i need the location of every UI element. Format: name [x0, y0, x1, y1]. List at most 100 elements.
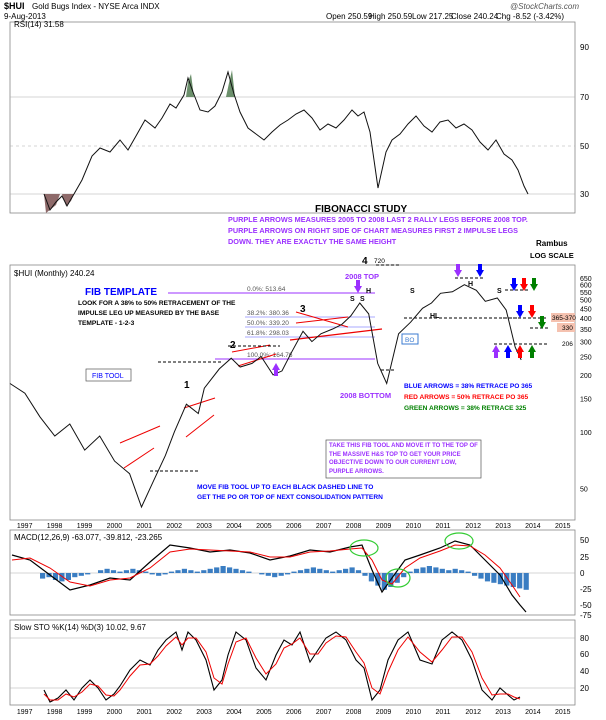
- price-tick-200: 200: [580, 373, 592, 380]
- rsi-oversold-fill-1: [44, 194, 60, 213]
- macd-hist-bar: [110, 570, 117, 573]
- arrow-green-top: [530, 278, 538, 291]
- year-label-2008: 2008: [346, 709, 362, 716]
- price-tick-550: 550: [580, 290, 592, 297]
- macd-hist-bar: [484, 573, 491, 582]
- macd-hist-bar: [343, 568, 349, 573]
- year-label-2004: 2004: [226, 523, 242, 530]
- header-high: High 250.59: [369, 12, 413, 21]
- level-720: 720: [374, 258, 385, 265]
- shoulder-s4: S: [497, 288, 502, 295]
- log-scale-label: LOG SCALE: [530, 251, 574, 260]
- fib-tool-box: [85, 368, 132, 382]
- year-label-2002: 2002: [166, 523, 182, 530]
- header-stockcharts: @StockCharts.com: [510, 2, 580, 11]
- sto-k-line: [43, 630, 521, 703]
- arrow-purple-2005: [272, 363, 280, 376]
- year-label-2015: 2015: [555, 523, 571, 530]
- macd-hist-bar: [52, 573, 59, 580]
- macd-hist-bar: [297, 570, 304, 573]
- year-label-1998: 1998: [47, 523, 63, 530]
- macd-hist-bar: [336, 570, 342, 573]
- rambus-label: Rambus: [536, 239, 568, 248]
- wave-4: 4: [362, 256, 368, 267]
- red-arrows-legend: RED ARROWS = 50% RETRACE PO 365: [404, 394, 528, 401]
- wave-2: 2: [230, 340, 236, 351]
- year-label-2012: 2012: [465, 523, 481, 530]
- red-triangle: [295, 311, 349, 328]
- arrow-purple-2011: [454, 264, 462, 277]
- year-label-2001: 2001: [137, 523, 153, 530]
- year-label-2000: 2000: [107, 709, 123, 716]
- arrow-blue-2011: [476, 264, 484, 277]
- macd-tick-25: 25: [580, 553, 589, 562]
- year-label-2004: 2004: [226, 709, 242, 716]
- look-for-note: LOOK FOR A 38% to 50% RETRACEMENT OF THE…: [78, 300, 236, 327]
- price-tick-350: 350: [580, 327, 592, 334]
- macd-hist-bar: [304, 568, 310, 573]
- macd-tick-m75: -75: [580, 611, 592, 620]
- macd-hist-bar: [459, 570, 465, 573]
- rsi-label: RSI(14) 31.58: [14, 20, 64, 29]
- year-label-2007: 2007: [316, 523, 332, 530]
- macd-hist-bar: [117, 571, 123, 573]
- macd-hist-bar: [491, 573, 497, 583]
- macd-hist-bar: [123, 570, 129, 573]
- sto-tick-40: 40: [580, 667, 589, 676]
- year-label-2008: 2008: [346, 523, 362, 530]
- macd-hist-bar: [465, 571, 471, 573]
- macd-hist-bar: [510, 573, 516, 587]
- macd-hist-bar: [497, 573, 503, 585]
- year-label-2015: 2015: [555, 709, 571, 716]
- macd-hist-bar: [233, 568, 239, 573]
- arrow-green-mid: [538, 316, 546, 329]
- macd-hist-bar: [375, 573, 381, 586]
- year-label-2007: 2007: [316, 709, 332, 716]
- year-label-2006: 2006: [286, 709, 302, 716]
- macd-hist-bar: [181, 568, 187, 573]
- arrow-purple-2013: [492, 345, 500, 358]
- year-label-2014: 2014: [525, 523, 541, 530]
- macd-hist-bar: [317, 568, 323, 573]
- year-label-2013: 2013: [495, 709, 511, 716]
- macd-histogram: [40, 566, 529, 590]
- head-h1: H: [366, 288, 371, 295]
- header-close: Close 240.24: [451, 12, 499, 21]
- hl-label: HL: [430, 313, 440, 320]
- macd-tick-m50: -50: [580, 601, 592, 610]
- macd-hist-bar: [401, 573, 407, 578]
- price-tick-500: 500: [580, 298, 592, 305]
- macd-tick-m25: -25: [580, 585, 592, 594]
- year-label-2012: 2012: [465, 709, 481, 716]
- fib-tool-label: FIB TOOL: [92, 373, 124, 380]
- macd-hist-bar: [168, 571, 175, 573]
- look-for-box: LOOK FOR A 38% to 50% RETRACEMENT OF THE…: [78, 300, 236, 327]
- macd-hist-bar: [504, 573, 510, 586]
- bottom-2008-label: 2008 BOTTOM: [340, 391, 391, 400]
- head-h2: H: [468, 281, 473, 288]
- macd-hist-bar: [46, 573, 52, 578]
- blue-arrows-legend: BLUE ARROWS = 38% RETRACE PO 365: [404, 383, 533, 390]
- macd-hist-bar: [523, 573, 529, 590]
- macd-hist-bar: [310, 567, 316, 573]
- macd-hist-bar: [349, 567, 355, 573]
- macd-hist-bar: [439, 568, 445, 573]
- macd-hist-bar: [194, 571, 200, 573]
- year-label-2009: 2009: [376, 523, 392, 530]
- sto-tick-20: 20: [580, 684, 589, 693]
- header-date: 9-Aug-2013: [4, 12, 46, 21]
- price-tick-100: 100: [580, 430, 592, 437]
- macd-circle-top-2008: [349, 539, 379, 557]
- macd-circle-top-2011: [444, 532, 474, 550]
- header-open: Open 250.59: [326, 12, 373, 21]
- macd-hist-bar: [59, 573, 65, 582]
- year-label-2001: 2001: [137, 709, 153, 716]
- sto-panel: [9, 619, 576, 706]
- red-neckline-left: [289, 328, 383, 341]
- bo-label: BO: [405, 337, 414, 344]
- macd-hist-bar: [433, 567, 439, 573]
- year-label-2013: 2013: [495, 523, 511, 530]
- macd-hist-bar: [214, 567, 220, 573]
- purple-note: PURPLE ARROWS MEASURES 2005 TO 2008 LAST…: [228, 215, 528, 246]
